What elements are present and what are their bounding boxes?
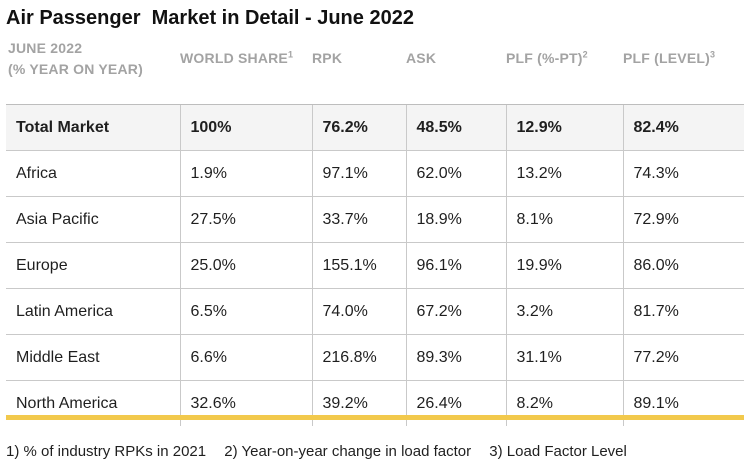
cell-plf-pt: 12.9% bbox=[505, 104, 623, 151]
cell-plf-pt: 19.9% bbox=[505, 242, 623, 289]
cell-region: Latin America bbox=[6, 288, 180, 335]
cell-plf-level: 81.7% bbox=[622, 288, 744, 335]
footnote-3: 3) Load Factor Level bbox=[489, 443, 627, 460]
header-period: JUNE 2022 (% YEAR ON YEAR) bbox=[6, 34, 180, 105]
header-plf-level-label: PLF (LEVEL) bbox=[623, 50, 710, 66]
cell-rpk: 97.1% bbox=[311, 150, 406, 197]
cell-rpk: 155.1% bbox=[311, 242, 406, 289]
cell-ask: 62.0% bbox=[405, 150, 506, 197]
table-row: Asia Pacific 27.5% 33.7% 18.9% 8.1% 72.9… bbox=[6, 196, 744, 243]
header-period-line2: (% YEAR ON YEAR) bbox=[8, 61, 143, 77]
header-plf-level: PLF (LEVEL)3 bbox=[623, 34, 744, 105]
table-body: Total Market 100% 76.2% 48.5% 12.9% 82.4… bbox=[6, 104, 744, 426]
market-table: JUNE 2022 (% YEAR ON YEAR) WORLD SHARE1 … bbox=[6, 34, 744, 426]
cell-plf-level: 77.2% bbox=[622, 334, 744, 381]
cell-plf-pt: 8.1% bbox=[505, 196, 623, 243]
cell-ask: 18.9% bbox=[405, 196, 506, 243]
table-row: Middle East 6.6% 216.8% 89.3% 31.1% 77.2… bbox=[6, 334, 744, 381]
cell-region: Africa bbox=[6, 150, 180, 197]
cell-region: Total Market bbox=[6, 104, 180, 151]
cell-ask: 89.3% bbox=[405, 334, 506, 381]
page-title: Air Passenger Market in Detail - June 20… bbox=[6, 7, 414, 29]
cell-world-share: 1.9% bbox=[179, 150, 312, 197]
header-period-line1: JUNE 2022 bbox=[8, 40, 83, 56]
footnote-2: 2) Year-on-year change in load factor bbox=[224, 443, 472, 460]
footnotes: 1) % of industry RPKs in 2021 2) Year-on… bbox=[6, 443, 641, 460]
cell-ask: 67.2% bbox=[405, 288, 506, 335]
table-row: Latin America 6.5% 74.0% 67.2% 3.2% 81.7… bbox=[6, 288, 744, 335]
cell-world-share: 25.0% bbox=[179, 242, 312, 289]
cell-plf-pt: 31.1% bbox=[505, 334, 623, 381]
footnote-1: 1) % of industry RPKs in 2021 bbox=[6, 443, 207, 460]
cell-world-share: 27.5% bbox=[179, 196, 312, 243]
cell-world-share: 6.5% bbox=[179, 288, 312, 335]
footnote-ref-2: 2 bbox=[582, 49, 588, 60]
table-row-total-market: Total Market 100% 76.2% 48.5% 12.9% 82.4… bbox=[6, 104, 744, 151]
table-header: JUNE 2022 (% YEAR ON YEAR) WORLD SHARE1 … bbox=[6, 34, 744, 105]
footnote-ref-3: 3 bbox=[709, 49, 716, 60]
header-plf-pt-label: PLF (%-PT) bbox=[506, 50, 583, 66]
cell-region: Asia Pacific bbox=[6, 196, 180, 243]
cell-rpk: 76.2% bbox=[311, 104, 406, 151]
cell-plf-level: 82.4% bbox=[622, 104, 744, 151]
cell-region: Europe bbox=[6, 242, 180, 289]
table-row: Europe 25.0% 155.1% 96.1% 19.9% 86.0% bbox=[6, 242, 744, 289]
cell-plf-level: 72.9% bbox=[622, 196, 744, 243]
table-row: Africa 1.9% 97.1% 62.0% 13.2% 74.3% bbox=[6, 150, 744, 197]
accent-divider bbox=[6, 415, 744, 420]
cell-plf-pt: 13.2% bbox=[505, 150, 623, 197]
cell-plf-level: 74.3% bbox=[622, 150, 744, 197]
cell-plf-level: 86.0% bbox=[622, 242, 744, 289]
cell-ask: 96.1% bbox=[405, 242, 506, 289]
cell-ask: 48.5% bbox=[405, 104, 506, 151]
header-world-share: WORLD SHARE1 bbox=[180, 34, 312, 105]
header-plf-pt: PLF (%-PT)2 bbox=[506, 34, 623, 105]
cell-rpk: 216.8% bbox=[311, 334, 406, 381]
cell-rpk: 74.0% bbox=[311, 288, 406, 335]
cell-plf-pt: 3.2% bbox=[505, 288, 623, 335]
cell-rpk: 33.7% bbox=[311, 196, 406, 243]
header-rpk: RPK bbox=[312, 50, 343, 66]
cell-world-share: 100% bbox=[179, 104, 312, 151]
header-ask: ASK bbox=[406, 50, 437, 66]
cell-world-share: 6.6% bbox=[179, 334, 312, 381]
cell-region: Middle East bbox=[6, 334, 180, 381]
footnote-ref-1: 1 bbox=[287, 49, 294, 60]
header-world-share-label: WORLD SHARE bbox=[180, 50, 288, 66]
